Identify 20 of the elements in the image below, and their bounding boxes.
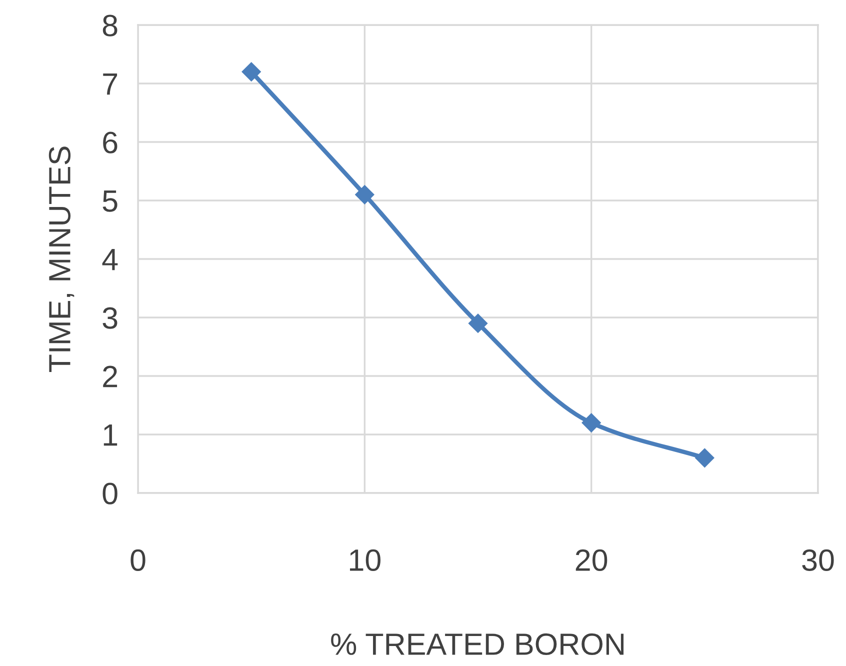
x-tick-label: 20 — [576, 549, 608, 571]
point — [355, 185, 374, 204]
y-tick-label: 3 — [102, 307, 118, 329]
y-axis-title: TIME, MINUTES — [48, 146, 74, 372]
x-tick-label: 10 — [350, 549, 380, 571]
point — [582, 413, 601, 432]
y-tick-label: 4 — [102, 249, 118, 270]
y-tick-label: 7 — [103, 74, 118, 95]
point — [468, 314, 488, 333]
x-axis-title: % TREATED BORON — [331, 633, 624, 656]
x-tick-label: 30 — [802, 549, 834, 571]
y-tick-label: 6 — [103, 132, 118, 154]
y-tick-label: 2 — [103, 366, 118, 388]
x-tick-label: 0 — [130, 549, 146, 571]
y-tick-label: 8 — [102, 14, 118, 36]
y-tick-label: 0 — [102, 482, 118, 504]
point — [242, 62, 261, 82]
y-tick-label: 1 — [104, 424, 118, 446]
point — [695, 448, 714, 468]
y-tick-label: 5 — [102, 190, 118, 212]
